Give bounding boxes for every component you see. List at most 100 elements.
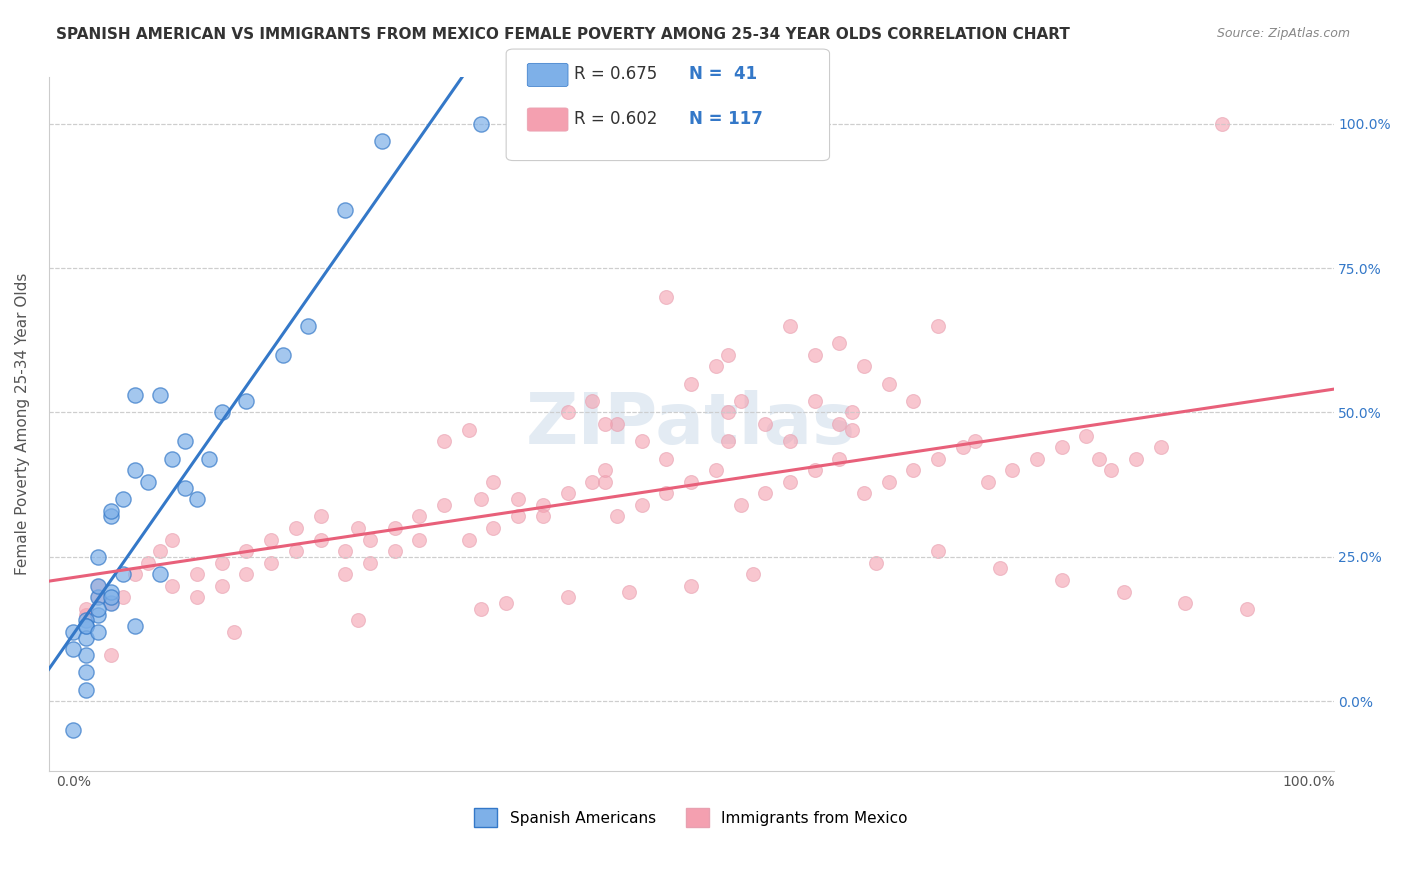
Immigrants from Mexico bbox=[111, 591, 134, 605]
Immigrants from Mexico bbox=[655, 290, 678, 304]
Immigrants from Mexico bbox=[100, 596, 122, 610]
Immigrants from Mexico bbox=[952, 440, 974, 454]
Immigrants from Mexico bbox=[593, 417, 616, 431]
Immigrants from Mexico bbox=[630, 434, 652, 449]
Immigrants from Mexico bbox=[495, 596, 517, 610]
Immigrants from Mexico bbox=[754, 417, 776, 431]
Immigrants from Mexico bbox=[841, 405, 863, 419]
Spanish Americans bbox=[335, 203, 357, 218]
Text: ZIPatlas: ZIPatlas bbox=[526, 390, 856, 458]
Immigrants from Mexico bbox=[927, 318, 949, 333]
Immigrants from Mexico bbox=[681, 475, 703, 489]
Spanish Americans bbox=[62, 624, 84, 639]
Immigrants from Mexico bbox=[741, 567, 763, 582]
Immigrants from Mexico bbox=[284, 521, 307, 535]
Spanish Americans bbox=[87, 602, 110, 616]
Spanish Americans bbox=[87, 549, 110, 564]
Spanish Americans bbox=[75, 614, 97, 628]
Immigrants from Mexico bbox=[557, 486, 579, 500]
Immigrants from Mexico bbox=[457, 533, 479, 547]
Spanish Americans bbox=[111, 567, 134, 582]
Immigrants from Mexico bbox=[384, 521, 406, 535]
Immigrants from Mexico bbox=[508, 509, 530, 524]
Immigrants from Mexico bbox=[704, 463, 727, 477]
Immigrants from Mexico bbox=[433, 498, 456, 512]
Spanish Americans bbox=[75, 619, 97, 633]
Immigrants from Mexico bbox=[828, 336, 851, 351]
Spanish Americans bbox=[75, 682, 97, 697]
Immigrants from Mexico bbox=[1099, 463, 1122, 477]
Immigrants from Mexico bbox=[717, 405, 740, 419]
Immigrants from Mexico bbox=[335, 567, 357, 582]
Spanish Americans bbox=[162, 451, 184, 466]
Immigrants from Mexico bbox=[470, 492, 492, 507]
Immigrants from Mexico bbox=[359, 556, 381, 570]
Immigrants from Mexico bbox=[903, 393, 925, 408]
Immigrants from Mexico bbox=[581, 475, 603, 489]
Legend: Spanish Americans, Immigrants from Mexico: Spanish Americans, Immigrants from Mexic… bbox=[468, 802, 914, 833]
Text: SPANISH AMERICAN VS IMMIGRANTS FROM MEXICO FEMALE POVERTY AMONG 25-34 YEAR OLDS : SPANISH AMERICAN VS IMMIGRANTS FROM MEXI… bbox=[56, 27, 1070, 42]
Immigrants from Mexico bbox=[865, 556, 887, 570]
Immigrants from Mexico bbox=[1088, 451, 1111, 466]
Spanish Americans bbox=[371, 134, 394, 148]
Immigrants from Mexico bbox=[335, 544, 357, 558]
Spanish Americans bbox=[100, 596, 122, 610]
Spanish Americans bbox=[87, 624, 110, 639]
Immigrants from Mexico bbox=[433, 434, 456, 449]
Spanish Americans bbox=[136, 475, 159, 489]
Spanish Americans bbox=[75, 619, 97, 633]
Immigrants from Mexico bbox=[359, 533, 381, 547]
Spanish Americans bbox=[149, 388, 172, 402]
Immigrants from Mexico bbox=[593, 475, 616, 489]
Immigrants from Mexico bbox=[1236, 602, 1258, 616]
Immigrants from Mexico bbox=[704, 359, 727, 374]
Immigrants from Mexico bbox=[828, 451, 851, 466]
Immigrants from Mexico bbox=[655, 451, 678, 466]
Spanish Americans bbox=[87, 607, 110, 622]
Immigrants from Mexico bbox=[457, 423, 479, 437]
Text: N =  41: N = 41 bbox=[689, 65, 756, 83]
Spanish Americans bbox=[211, 405, 233, 419]
Immigrants from Mexico bbox=[284, 544, 307, 558]
Immigrants from Mexico bbox=[803, 393, 825, 408]
Immigrants from Mexico bbox=[828, 417, 851, 431]
Immigrants from Mexico bbox=[853, 486, 876, 500]
Immigrants from Mexico bbox=[1211, 117, 1233, 131]
Immigrants from Mexico bbox=[260, 533, 283, 547]
Immigrants from Mexico bbox=[408, 533, 430, 547]
Immigrants from Mexico bbox=[606, 509, 628, 524]
Immigrants from Mexico bbox=[557, 405, 579, 419]
Immigrants from Mexico bbox=[235, 544, 257, 558]
Immigrants from Mexico bbox=[681, 376, 703, 391]
Immigrants from Mexico bbox=[260, 556, 283, 570]
Spanish Americans bbox=[235, 393, 257, 408]
Immigrants from Mexico bbox=[730, 498, 752, 512]
Immigrants from Mexico bbox=[162, 579, 184, 593]
Spanish Americans bbox=[124, 463, 146, 477]
Spanish Americans bbox=[87, 579, 110, 593]
Immigrants from Mexico bbox=[186, 591, 208, 605]
Text: R = 0.602: R = 0.602 bbox=[574, 110, 657, 128]
Immigrants from Mexico bbox=[606, 417, 628, 431]
Immigrants from Mexico bbox=[136, 556, 159, 570]
Immigrants from Mexico bbox=[162, 533, 184, 547]
Immigrants from Mexico bbox=[1001, 463, 1024, 477]
Spanish Americans bbox=[297, 318, 319, 333]
Immigrants from Mexico bbox=[508, 492, 530, 507]
Immigrants from Mexico bbox=[384, 544, 406, 558]
Immigrants from Mexico bbox=[593, 463, 616, 477]
Immigrants from Mexico bbox=[211, 579, 233, 593]
Spanish Americans bbox=[87, 591, 110, 605]
Immigrants from Mexico bbox=[222, 624, 245, 639]
Spanish Americans bbox=[75, 665, 97, 680]
Text: R = 0.675: R = 0.675 bbox=[574, 65, 657, 83]
Immigrants from Mexico bbox=[75, 602, 97, 616]
Immigrants from Mexico bbox=[1149, 440, 1171, 454]
Immigrants from Mexico bbox=[531, 509, 554, 524]
Immigrants from Mexico bbox=[927, 544, 949, 558]
Immigrants from Mexico bbox=[1174, 596, 1197, 610]
Immigrants from Mexico bbox=[309, 533, 332, 547]
Immigrants from Mexico bbox=[186, 567, 208, 582]
Immigrants from Mexico bbox=[717, 348, 740, 362]
Immigrants from Mexico bbox=[927, 451, 949, 466]
